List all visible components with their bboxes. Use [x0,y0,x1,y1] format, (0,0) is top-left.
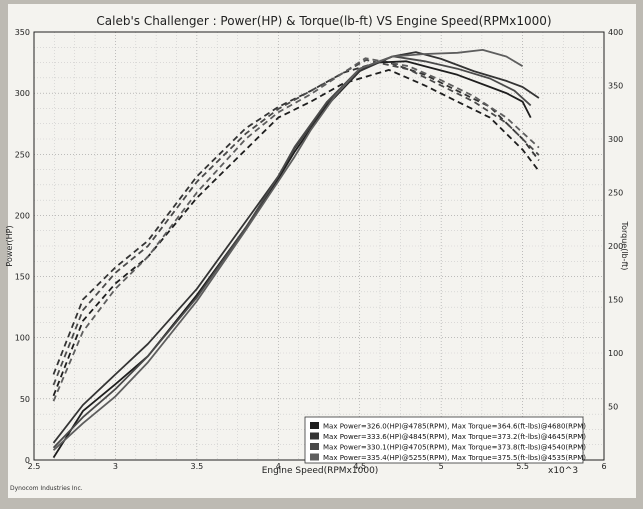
y-left-tick-label: 150 [15,273,30,282]
y-left-tick-labels: 0 50 100 150 200 250 300 350 [15,28,30,465]
legend-entry: Max Power=330.1(HP)@4705(RPM), Max Torqu… [323,444,586,452]
y-left-tick-label: 100 [15,334,30,343]
x-tick-label: 5.5 [516,462,529,471]
grid [34,32,604,460]
y-right-tick-label: 150 [608,296,623,305]
y-right-tick-label: 300 [608,135,623,144]
x-tick-label: 6 [601,462,606,471]
y-left-tick-label: 350 [15,28,30,37]
y-left-tick-label: 300 [15,89,30,98]
y-right-axis-label: Torque(lb-ft) [620,221,629,271]
legend-entry: Max Power=326.0(HP)@4785(RPM), Max Torqu… [323,423,586,431]
y-right-tick-label: 200 [608,242,623,251]
x-tick-label: 4 [276,462,281,471]
x-tick-label: 3 [113,462,118,471]
y-left-tick-label: 250 [15,150,30,159]
y-right-tick-label: 50 [608,403,618,412]
legend-swatch [310,422,319,429]
y-left-axis-label: Power(HP) [5,225,14,266]
x-tick-labels: 2.5 3 3.5 4 4.5 5 5.5 6 [28,462,607,471]
legend-swatch [310,432,319,440]
legend-swatch [310,443,319,450]
x-axis-label: Engine Speed(RPMx1000) [262,466,379,476]
torque-line-1 [52,69,540,397]
y-right-tick-label: 350 [608,82,623,91]
torque-line-2 [52,59,540,375]
x-tick-label: 4.5 [353,462,366,471]
legend-swatch [310,453,319,461]
y-right-tick-label: 400 [608,28,623,37]
torque-line-4 [52,57,540,402]
x-tick-label: 5 [439,462,444,471]
series-layer [52,49,540,459]
torque-line-3 [52,59,540,386]
y-right-tick-labels: 50 100 150 200 250 300 350 400 [608,28,623,412]
power-line-4 [52,49,524,451]
y-right-tick-label: 250 [608,189,623,198]
y-right-tick-label: 100 [608,349,623,358]
x-tick-label: 3.5 [190,462,203,471]
legend-box [304,416,584,464]
x-tick-label: 2.5 [28,462,41,471]
x-multiplier-label: x10^3 [548,466,578,476]
chart-title: Caleb's Challenger : Power(HP) & Torque(… [96,14,551,28]
legend: Max Power=326.0(HP)@4785(RPM), Max Torqu… [304,416,586,464]
legend-entry: Max Power=335.4(HP)@5255(RPM), Max Torqu… [323,454,586,462]
power-line-3 [52,55,532,449]
footer-credit: Dynocom Industries Inc. [10,485,83,492]
y-left-tick-label: 50 [20,395,30,404]
y-left-tick-label: 0 [25,456,30,465]
legend-entry: Max Power=333.6(HP)@4845(RPM), Max Torqu… [323,433,586,441]
y-left-tick-label: 200 [15,211,30,220]
